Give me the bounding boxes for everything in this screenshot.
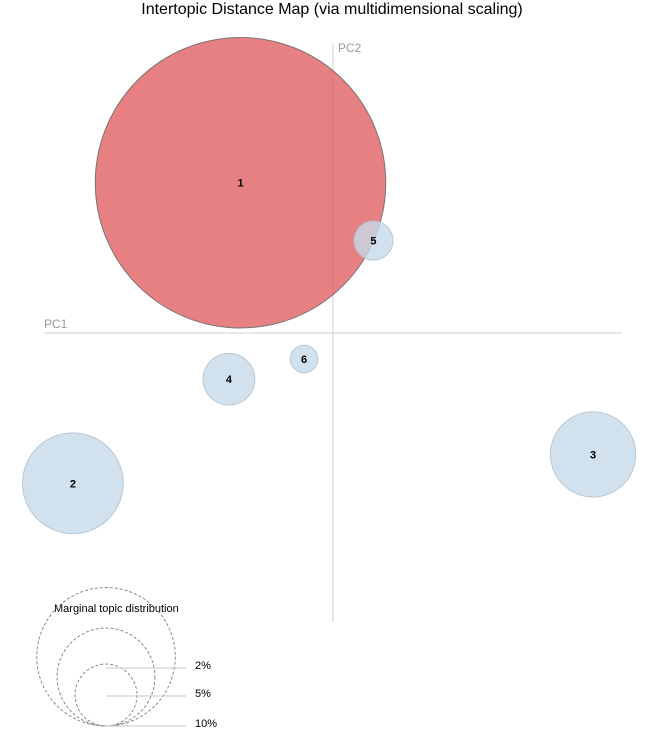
legend-circle-2 — [74, 663, 138, 727]
topic-circle-4[interactable] — [202, 352, 256, 406]
legend-label-2: 2% — [195, 660, 211, 672]
topic-circles — [21, 36, 637, 535]
topic-circle-3[interactable] — [549, 411, 637, 498]
pc1-axis-label: PC1 — [44, 317, 68, 331]
topic-label-3: 3 — [590, 449, 596, 461]
topic-label-6: 6 — [301, 354, 307, 366]
topic-labels: 1 2 3 4 5 6 — [70, 178, 596, 491]
legend-circle-10 — [36, 586, 176, 727]
topic-circle-1[interactable] — [94, 36, 387, 329]
legend-items: 2% 5% 10% — [36, 586, 217, 730]
chart-title: Intertopic Distance Map (via multidimens… — [141, 1, 523, 18]
legend-label-10: 10% — [195, 718, 217, 730]
topic-label-4: 4 — [226, 374, 233, 386]
topic-circle-2[interactable] — [21, 432, 124, 535]
topic-label-1: 1 — [237, 178, 243, 190]
legend-title: Marginal topic distribution — [54, 603, 179, 615]
pc2-axis-label: PC2 — [338, 41, 362, 55]
legend-label-5: 5% — [195, 688, 211, 700]
legend-circle-5 — [56, 627, 156, 727]
topic-label-2: 2 — [70, 478, 76, 490]
topic-circle-5[interactable] — [353, 220, 394, 261]
topic-label-5: 5 — [370, 236, 376, 248]
marginal-topic-distribution-legend: Marginal topic distribution 2% 5% 10% — [36, 586, 217, 730]
topic-circle-6[interactable] — [289, 344, 319, 374]
